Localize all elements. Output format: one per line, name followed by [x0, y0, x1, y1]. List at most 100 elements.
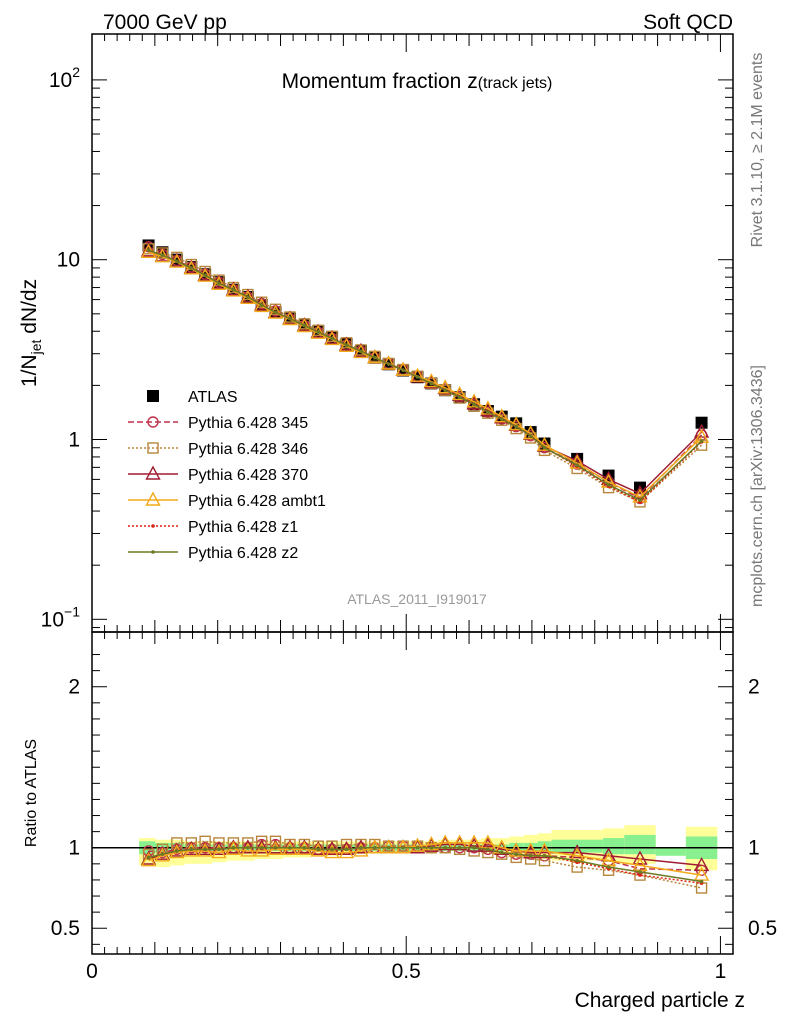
legend-label: Pythia 6.428 ambt1 — [188, 493, 326, 510]
legend: ATLAS Pythia 6.428 345 Pythia 6.428 346 Pyt… — [128, 389, 326, 562]
main-series-4-point — [197, 267, 213, 282]
main-series-4-point — [338, 337, 355, 352]
main-series-6-point — [344, 343, 349, 347]
main-series-6-point — [217, 281, 221, 286]
main-axis-ticks — [91, 34, 733, 632]
ratio-series-2-point — [324, 840, 340, 856]
main-series-6-point — [443, 388, 447, 393]
ratio-series-5-point — [330, 847, 334, 852]
main-series-4-point — [282, 311, 298, 326]
ratio-series-5-point — [273, 845, 278, 850]
main-series-6-point — [514, 424, 518, 429]
main-series-6-point — [606, 482, 611, 487]
ratio-series-3-point — [353, 842, 369, 857]
main-series-6-point — [499, 417, 504, 421]
ratio-series-5-point — [499, 850, 504, 855]
ratio-y-tick-label: 2 — [68, 676, 80, 699]
ratio-series-3-point — [409, 837, 426, 852]
ratio-series-5-point — [217, 847, 221, 852]
ratio-series-5-point — [401, 845, 405, 850]
ratio-series-5-point — [638, 870, 642, 874]
legend-item: Pythia 6.428 370 — [128, 465, 308, 484]
ratio-plot-frame — [91, 631, 734, 955]
main-series-6-point — [302, 323, 307, 328]
main-series-4-point — [154, 248, 171, 263]
main-series-4-point — [254, 297, 270, 313]
main-series-6-point — [288, 316, 292, 321]
legend-item: Pythia 6.428 345 — [128, 415, 308, 432]
mcplots-source-label: mcplots.cern.ch [arXiv:1306.3436] — [749, 365, 766, 607]
main-series-6-point — [160, 253, 165, 257]
ratio-series-5-point — [372, 845, 377, 850]
main-series-4-point — [466, 393, 482, 408]
ratio-series-3-point — [338, 844, 355, 859]
x-tick-label: 0 — [86, 960, 98, 983]
main-series-6-point — [231, 288, 236, 292]
main-panel: Momentum fraction z(track jets) 1/Njet d… — [18, 33, 734, 633]
main-series-4-point — [240, 289, 256, 305]
main-series-3-point — [693, 423, 710, 438]
ratio-series-5-point — [344, 847, 349, 852]
ratio-series-5-point — [316, 847, 321, 852]
ratio-y-tick-label-right: 0.5 — [748, 917, 777, 940]
ratio-series-2-point — [466, 837, 482, 852]
ratio-series-3-point — [324, 844, 340, 859]
main-series-4-point — [508, 416, 524, 431]
main-series-4-point — [211, 275, 227, 290]
ratio-series-5-point — [146, 855, 151, 860]
legend-marker — [145, 465, 161, 480]
legend-marker — [151, 524, 155, 528]
ratio-series-1-point — [171, 837, 183, 849]
ratio-series-2-point — [197, 840, 213, 856]
header-process-label: Soft QCD — [643, 11, 733, 34]
legend-label: Pythia 6.428 z2 — [188, 545, 298, 562]
main-series-6-point — [273, 310, 278, 315]
ratio-series-5-point — [528, 853, 533, 858]
main-series-6-point — [638, 498, 642, 502]
ratio-series-5-point — [246, 845, 250, 850]
ratio-series-2-point — [140, 850, 157, 865]
rivet-version-label: Rivet 3.1.10, ≥ 2.1M events — [749, 53, 766, 248]
ratio-series-5-point — [231, 845, 236, 850]
analysis-tag: ATLAS_2011_I919017 — [347, 591, 487, 607]
main-series-6-point — [330, 336, 334, 341]
main-series-6-point — [246, 295, 250, 299]
x-tick-label: 0.5 — [392, 960, 421, 983]
ratio-axis-ticks — [91, 632, 733, 954]
legend-marker — [147, 416, 159, 428]
x-tick-label: 1 — [715, 960, 727, 983]
legend-label: Pythia 6.428 345 — [188, 415, 308, 432]
main-series-4-point — [296, 318, 313, 333]
legend-marker — [151, 550, 155, 554]
main-series-6-point — [575, 463, 579, 467]
main-series-6-point — [472, 402, 476, 407]
ratio-series-3-point — [367, 839, 383, 854]
legend-marker — [145, 491, 161, 506]
main-series-4-point — [267, 304, 284, 319]
main-series-0-point — [524, 426, 537, 439]
ratio-series-5-point — [288, 845, 292, 850]
ratio-series-2-point — [569, 844, 585, 859]
ratio-series-3-point — [240, 842, 256, 857]
main-series-6-point — [359, 349, 363, 353]
main-series-4-point — [451, 386, 468, 401]
ratio-series-5-point — [386, 845, 391, 850]
legend-marker — [147, 390, 159, 402]
ratio-y-axis-label: Ratio to ATLAS — [23, 739, 40, 847]
main-series-6-point — [528, 433, 533, 438]
ratio-series-2-point — [267, 839, 284, 854]
legend-item: Pythia 6.428 z2 — [128, 545, 298, 562]
legend-label: ATLAS — [188, 389, 238, 406]
main-y-tick-label: 10−1 — [41, 603, 81, 631]
ratio-series-5-point — [160, 852, 165, 856]
main-series-6-point — [429, 381, 434, 386]
main-series-6-point — [203, 273, 207, 277]
main-y-tick-label: 102 — [49, 64, 80, 92]
ratio-series-5-point — [302, 845, 307, 850]
ratio-series-2-point — [254, 839, 270, 854]
legend-label: Pythia 6.428 346 — [188, 441, 308, 458]
ratio-series-5-point — [189, 847, 194, 852]
main-series-4-point — [522, 425, 539, 440]
ratio-inner-band — [624, 834, 656, 855]
ratio-series-5-point — [415, 845, 420, 850]
